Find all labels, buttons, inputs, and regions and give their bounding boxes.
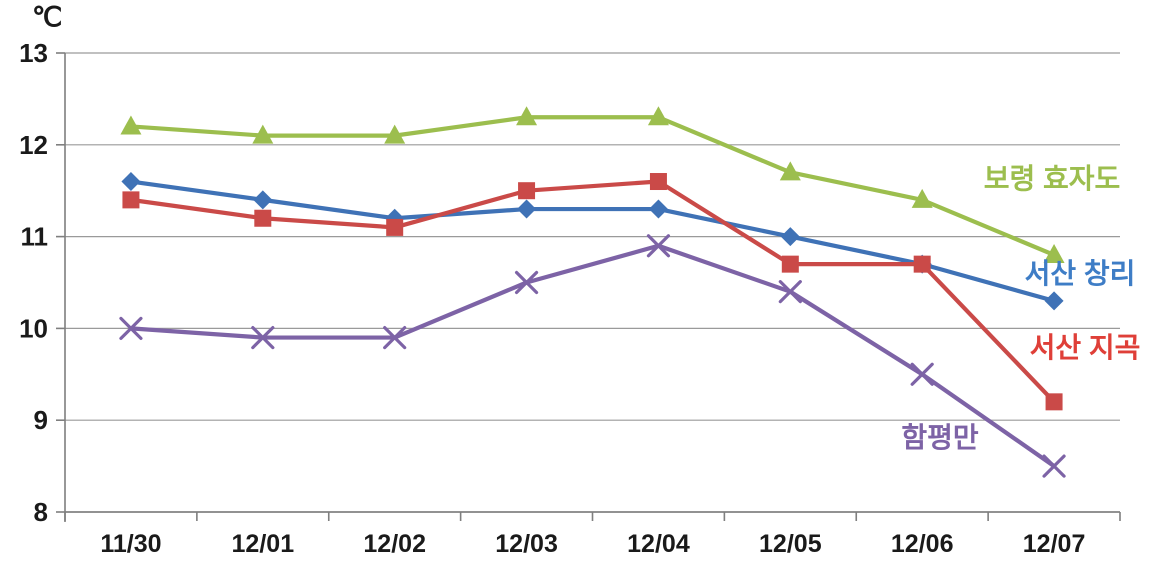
triangle-marker-icon [779, 161, 801, 181]
x-marker-icon [1042, 454, 1066, 478]
square-marker-icon [254, 209, 272, 227]
square-marker-icon [1045, 393, 1063, 411]
x-axis-tick-label: 12/02 [363, 530, 426, 558]
series-label-2: 보령 효자도 [984, 163, 1121, 194]
square-marker-icon [386, 218, 404, 236]
x-axis-tick-label: 12/03 [495, 530, 558, 558]
x-axis-tick-label: 12/01 [232, 530, 295, 558]
y-axis-tick-label: 10 [19, 313, 48, 343]
triangle-marker-icon [516, 106, 538, 126]
square-marker-icon [122, 191, 140, 209]
series-line-1 [128, 179, 1057, 404]
y-axis-tick-label: 12 [19, 130, 48, 160]
x-marker-icon [383, 325, 407, 350]
triangle-marker-icon [384, 124, 406, 144]
y-axis-tick-label: 11 [21, 222, 49, 252]
x-marker-icon [910, 362, 934, 386]
series-label-1: 서산 지곡 [1030, 332, 1141, 363]
y-axis-tick-label: 8 [34, 497, 48, 527]
series-label-3: 함평만 [901, 422, 979, 453]
square-marker-icon [781, 255, 799, 273]
series-line-3 [128, 243, 1057, 469]
x-marker-icon [251, 325, 275, 350]
x-marker-icon [646, 234, 671, 258]
x-axis-tick-label: 12/04 [627, 530, 690, 558]
y-axis-unit-label: ℃ [32, 2, 64, 32]
x-marker-icon [778, 280, 802, 304]
x-axis-tick-label: 12/07 [1023, 530, 1086, 558]
x-axis-tick-label: 12/06 [891, 530, 954, 558]
triangle-marker-icon [1043, 243, 1065, 263]
x-marker-icon [119, 316, 143, 340]
diamond-marker-icon [1044, 291, 1064, 311]
series-line-2 [128, 115, 1057, 258]
y-axis-tick-label: 9 [34, 405, 48, 435]
y-axis-tick-label: 13 [19, 38, 48, 68]
x-axis-tick-label: 11/30 [100, 530, 161, 558]
square-marker-icon [649, 173, 667, 191]
triangle-marker-icon [911, 188, 933, 208]
diamond-marker-icon [121, 172, 141, 192]
diamond-marker-icon [253, 190, 273, 210]
triangle-marker-icon [252, 124, 274, 144]
series-line-0 [128, 179, 1057, 303]
triangle-marker-icon [120, 115, 142, 135]
triangle-marker-icon [647, 106, 669, 126]
x-marker-icon [514, 270, 539, 295]
series-label-0: 서산 창리 [1025, 258, 1136, 289]
square-marker-icon [913, 255, 931, 273]
diamond-marker-icon [517, 199, 537, 219]
diamond-marker-icon [648, 199, 668, 219]
x-axis-tick-label: 12/05 [759, 530, 822, 558]
square-marker-icon [518, 182, 536, 200]
diamond-marker-icon [780, 227, 800, 247]
